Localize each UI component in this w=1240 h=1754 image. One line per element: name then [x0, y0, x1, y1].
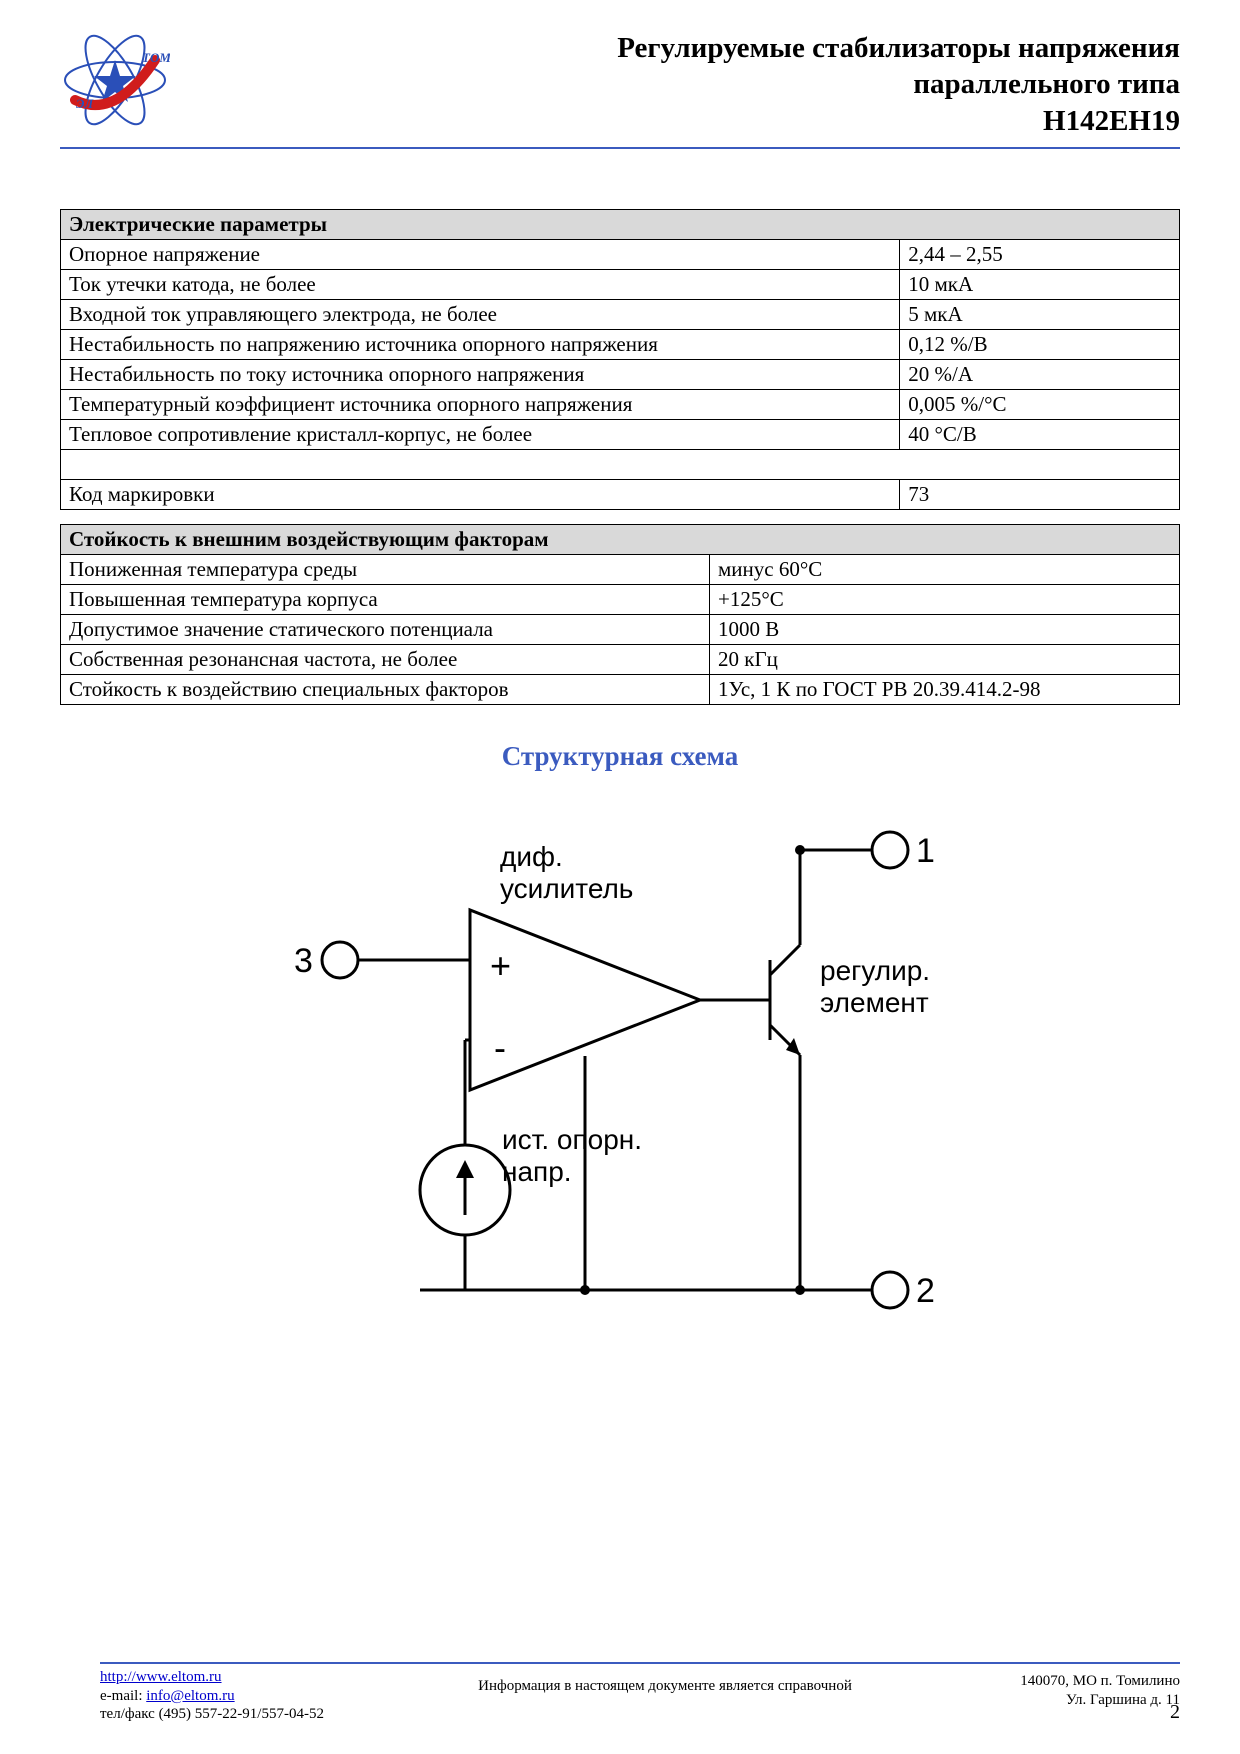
svg-text:ТОМ: ТОМ	[142, 50, 170, 65]
footer-addr1: 140070, МО п. Томилино	[1020, 1673, 1180, 1689]
table-row-param: Нестабильность по току источника опорног…	[61, 359, 900, 389]
footer-url[interactable]: http://www.eltom.ru	[100, 1669, 222, 1685]
footer-email[interactable]: info@eltom.ru	[146, 1688, 234, 1704]
svg-text:усилитель: усилитель	[500, 873, 633, 904]
svg-text:ЭЛ: ЭЛ	[76, 96, 94, 111]
table-row-param: Собственная резонансная частота, не боле…	[61, 644, 710, 674]
table-row-param: Допустимое значение статического потенци…	[61, 614, 710, 644]
svg-text:элемент: элемент	[820, 987, 929, 1018]
table-row-value: 1000 В	[710, 614, 1180, 644]
footer-disclaimer: Информация в настоящем документе являетс…	[380, 1668, 950, 1695]
table-row-value: 20 кГц	[710, 644, 1180, 674]
page-header: ТОМ ЭЛ Регулируемые стабилизаторы напряж…	[60, 30, 1180, 149]
table-row-value: 10 мкА	[900, 269, 1180, 299]
table-row-param: Стойкость к воздействию специальных факт…	[61, 674, 710, 704]
table-row-value: 0,005 %/°С	[900, 389, 1180, 419]
svg-text:1: 1	[916, 832, 935, 870]
table-row-param: Опорное напряжение	[61, 239, 900, 269]
table-row-param: Нестабильность по напряжению источника о…	[61, 329, 900, 359]
diagram-title: Структурная схема	[60, 741, 1180, 772]
table-row-value: минус 60°С	[710, 554, 1180, 584]
table1-header: Электрические параметры	[61, 209, 1180, 239]
table-row-param: Входной ток управляющего электрода, не б…	[61, 299, 900, 329]
footer-addr2: Ул. Гаршина д. 11	[1066, 1692, 1180, 1708]
marking-param: Код маркировки	[61, 479, 900, 509]
table-row-param: Ток утечки катода, не более	[61, 269, 900, 299]
svg-text:напр.: напр.	[502, 1156, 572, 1187]
svg-text:диф.: диф.	[500, 841, 563, 872]
table-row-value: 0,12 %/В	[900, 329, 1180, 359]
block-diagram: 1 2 3 + - диф.усилитель регулир.элемент ист. оп…	[270, 790, 970, 1350]
table-row-value: 40 °С/В	[900, 419, 1180, 449]
table-row-value: 1Ус, 1 К по ГОСТ РВ 20.39.414.2-98	[710, 674, 1180, 704]
electrical-params-table: Электрические параметры Опорное напряжен…	[60, 209, 1180, 510]
table-row-param: Температурный коэффициент источника опор…	[61, 389, 900, 419]
part-number: Н142ЕН19	[190, 103, 1180, 139]
marking-value: 73	[900, 479, 1180, 509]
table-row-param: Повышенная температура корпуса	[61, 584, 710, 614]
environment-table: Стойкость к внешним воздействующим факто…	[60, 524, 1180, 705]
table-row-value: 2,44 – 2,55	[900, 239, 1180, 269]
table2-header: Стойкость к внешним воздействующим факто…	[61, 524, 1180, 554]
email-label: e-mail:	[100, 1688, 142, 1704]
company-logo: ТОМ ЭЛ	[60, 30, 170, 130]
table-row-value: +125°С	[710, 584, 1180, 614]
page-number: 2	[1170, 1701, 1180, 1724]
title-line1: Регулируемые стабилизаторы напряжения	[190, 30, 1180, 66]
svg-text:+: +	[490, 945, 511, 986]
table-row-param: Пониженная температура среды	[61, 554, 710, 584]
page-footer: http://www.eltom.ru e-mail: info@eltom.r…	[60, 1662, 1180, 1724]
svg-text:2: 2	[916, 1272, 935, 1310]
table-row-value: 5 мкА	[900, 299, 1180, 329]
title-line2: параллельного типа	[190, 66, 1180, 102]
svg-text:-: -	[494, 1027, 506, 1068]
svg-text:регулир.: регулир.	[820, 955, 930, 986]
footer-phone: тел/факс (495) 557-22-91/557-04-52	[100, 1706, 324, 1722]
table-row-value: 20 %/А	[900, 359, 1180, 389]
svg-text:3: 3	[294, 942, 313, 980]
svg-text:ист. опорн.: ист. опорн.	[502, 1124, 642, 1155]
table-row-param: Тепловое сопротивление кристалл-корпус, …	[61, 419, 900, 449]
